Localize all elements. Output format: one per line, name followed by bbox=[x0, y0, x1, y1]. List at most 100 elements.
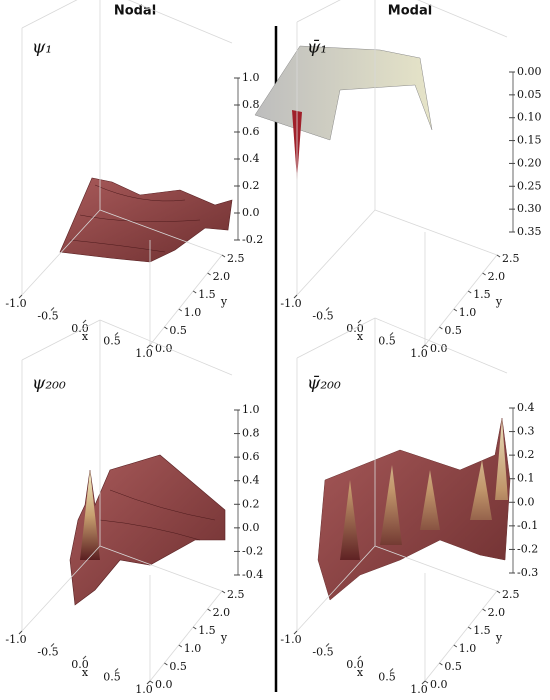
x-tick bbox=[146, 680, 151, 685]
axis-pane-edge bbox=[127, 0, 233, 44]
y-axis-label: y bbox=[495, 295, 503, 308]
panel-title: ψ₂₀₀ bbox=[32, 374, 66, 394]
x-tick bbox=[357, 655, 362, 660]
y-tick-label: 2.5 bbox=[502, 252, 520, 265]
x-tick-label: -0.5 bbox=[312, 646, 333, 659]
y-tick bbox=[439, 326, 443, 330]
axis-pane-edge bbox=[21, 209, 101, 296]
y-tick-label: 1.0 bbox=[459, 306, 477, 319]
x-tick-label: 0.0 bbox=[71, 322, 89, 335]
x-tick bbox=[50, 643, 55, 647]
x-tick-label: 1.0 bbox=[135, 347, 153, 360]
x-tick-label: -0.5 bbox=[312, 310, 333, 323]
x-tick bbox=[293, 294, 298, 299]
y-tick-label: 2.0 bbox=[213, 270, 231, 283]
y-tick bbox=[496, 590, 501, 594]
axis-pane-edge bbox=[296, 0, 341, 23]
axis-pane-edge bbox=[374, 317, 508, 374]
y-tick bbox=[496, 254, 501, 258]
y-tick bbox=[149, 680, 154, 684]
y-tick bbox=[424, 344, 429, 348]
axis-pane-edge bbox=[149, 254, 223, 346]
z-tick-label: 0.3 bbox=[517, 425, 535, 438]
y-tick-label: 1.5 bbox=[473, 288, 491, 301]
x-tick-label: 0.5 bbox=[378, 335, 396, 348]
y-tick bbox=[164, 326, 168, 330]
x-tick bbox=[114, 332, 119, 336]
x-tick bbox=[114, 668, 119, 672]
x-tick-label: 0.5 bbox=[103, 671, 121, 684]
axis-pane-edge bbox=[99, 319, 233, 376]
x-tick bbox=[357, 319, 362, 324]
z-tick-label: 0.8 bbox=[242, 98, 260, 111]
y-tick-label: 2.0 bbox=[488, 606, 506, 619]
z-tick-label: 0.4 bbox=[517, 401, 535, 414]
x-tick-label: 1.0 bbox=[410, 683, 428, 696]
y-tick bbox=[482, 272, 486, 276]
y-tick bbox=[482, 608, 486, 612]
z-tick-label: 0.0 bbox=[517, 495, 535, 508]
z-tick-label: -0.4 bbox=[242, 568, 263, 581]
surface bbox=[254, 45, 433, 180]
z-tick-label: 0.0 bbox=[242, 521, 260, 534]
z-tick-label: 0.25 bbox=[517, 179, 542, 192]
y-tick-label: 1.5 bbox=[198, 624, 216, 637]
z-tick-label: 0.2 bbox=[517, 448, 535, 461]
x-tick-label: 1.0 bbox=[410, 347, 428, 360]
z-tick-label: -0.1 bbox=[517, 519, 538, 532]
x-tick bbox=[389, 332, 394, 336]
x-tick-label: 0.5 bbox=[378, 671, 396, 684]
y-tick-label: 2.5 bbox=[227, 252, 245, 265]
x-tick-label: -1.0 bbox=[5, 633, 26, 646]
x-tick bbox=[389, 668, 394, 672]
y-tick bbox=[453, 644, 458, 648]
axis-pane-edge bbox=[374, 209, 498, 256]
y-axis-label: y bbox=[495, 631, 503, 644]
y-tick-label: 1.0 bbox=[459, 642, 477, 655]
z-tick-label: 0.20 bbox=[517, 156, 542, 169]
z-tick-label: 0.05 bbox=[517, 88, 542, 101]
z-tick-label: -0.2 bbox=[242, 544, 263, 557]
y-axis-label: y bbox=[220, 631, 228, 644]
x-axis-label: x bbox=[357, 330, 364, 343]
x-tick bbox=[18, 630, 23, 635]
z-tick-label: 0.2 bbox=[242, 497, 260, 510]
axis-pane-edge bbox=[99, 545, 223, 592]
x-tick bbox=[82, 319, 87, 324]
axis-pane-edge bbox=[296, 317, 376, 359]
panel-title: ψ̄₂₀₀ bbox=[307, 374, 341, 394]
x-tick bbox=[325, 643, 330, 647]
column-header: Nodal bbox=[114, 4, 156, 19]
y-tick bbox=[467, 290, 472, 294]
y-tick-label: 0.5 bbox=[444, 660, 462, 673]
x-tick-label: -0.5 bbox=[37, 646, 58, 659]
z-tick-label: 0.6 bbox=[242, 125, 260, 138]
surface bbox=[69, 454, 226, 606]
x-axis-label: x bbox=[357, 666, 364, 679]
y-tick bbox=[453, 308, 458, 312]
x-tick bbox=[50, 307, 55, 311]
x-tick-label: -1.0 bbox=[280, 297, 301, 310]
x-axis-label: x bbox=[82, 666, 89, 679]
axis-pane-edge bbox=[374, 545, 498, 592]
x-tick bbox=[421, 680, 426, 685]
z-tick-label: -0.2 bbox=[242, 233, 263, 246]
y-tick-label: 0.5 bbox=[444, 324, 462, 337]
x-tick-label: -1.0 bbox=[5, 297, 26, 310]
surface bbox=[317, 417, 511, 601]
y-tick bbox=[467, 626, 472, 630]
y-tick bbox=[221, 254, 226, 258]
axis-pane-edge bbox=[149, 590, 223, 682]
axis-pane-edge bbox=[296, 209, 376, 296]
x-tick-label: 1.0 bbox=[135, 683, 153, 696]
z-tick-label: 0.1 bbox=[517, 472, 535, 485]
panel-title: ψ̄₁ bbox=[307, 38, 327, 58]
x-tick-label: 0.0 bbox=[71, 658, 89, 671]
axis-pane-edge bbox=[424, 590, 498, 682]
z-tick-label: 1.0 bbox=[242, 71, 260, 84]
y-tick-label: 0.0 bbox=[155, 342, 173, 355]
y-tick-label: 0.0 bbox=[155, 678, 173, 691]
y-tick bbox=[207, 272, 211, 276]
z-tick-label: 0.4 bbox=[242, 152, 260, 165]
y-tick bbox=[178, 308, 183, 312]
